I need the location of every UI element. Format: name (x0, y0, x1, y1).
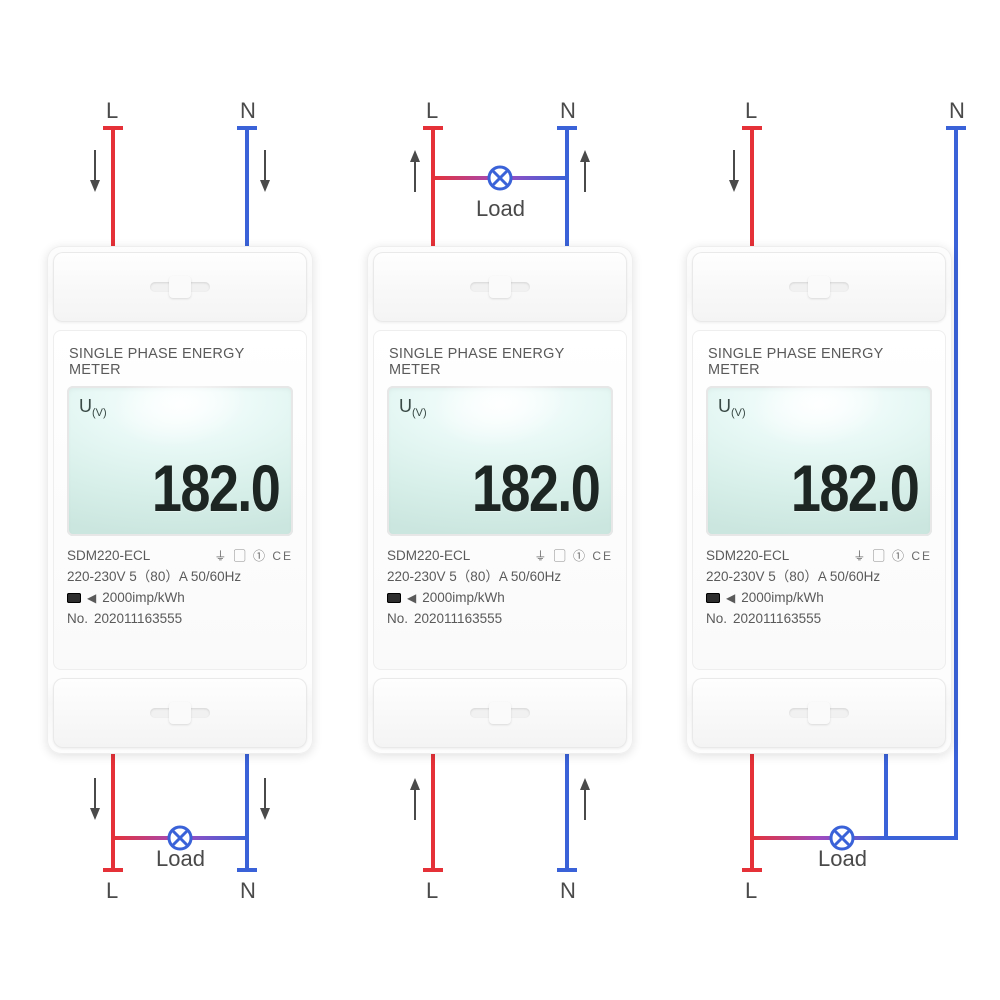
label-load: Load (476, 196, 525, 222)
meter-title: SINGLE PHASE ENERGY METER (389, 346, 613, 378)
meter-lcd: U(V) 182.0 (67, 386, 293, 536)
meter-bottom-cover (53, 678, 307, 748)
energy-meter: SINGLE PHASE ENERGY METER U(V) 182.0 SDM… (367, 246, 633, 754)
meter-serial: 202011163555 (94, 609, 182, 630)
meter-serial: 202011163555 (733, 609, 821, 630)
meter-lcd: U(V) 182.0 (387, 386, 613, 536)
energy-meter: SINGLE PHASE ENERGY METER U(V) 182.0 SDM… (686, 246, 952, 754)
lcd-reading: 182.0 (152, 450, 279, 526)
meter-model: SDM220-ECL (387, 546, 470, 567)
label-N: N (240, 98, 256, 124)
wiring-diagram-canvas: L N L N Load L N Load L N L N L Load SIN… (0, 0, 1000, 1000)
label-load: Load (818, 846, 867, 872)
lcd-reading: 182.0 (791, 450, 918, 526)
meter-face: SINGLE PHASE ENERGY METER U(V) 182.0 SDM… (692, 330, 946, 670)
lcd-reading: 182.0 (472, 450, 599, 526)
meter-symbols: ⏚ ▢ ① CE (853, 547, 932, 566)
label-N: N (949, 98, 965, 124)
meter-model: SDM220-ECL (706, 546, 789, 567)
pulse-led-icon (67, 593, 81, 603)
meter-symbols: ⏚ ▢ ① CE (534, 547, 613, 566)
meter-symbols: ⏚ ▢ ① CE (214, 547, 293, 566)
label-L: L (426, 98, 438, 124)
label-load: Load (156, 846, 205, 872)
meter-bottom-cover (373, 678, 627, 748)
lcd-unit: U(V) (79, 396, 107, 417)
meter-bottom-cover (692, 678, 946, 748)
energy-meter: SINGLE PHASE ENERGY METER U(V) 182.0 SDM… (47, 246, 313, 754)
meter-serial-prefix: No. (706, 609, 727, 630)
meter-rating: 220-230V 5（80）A 50/60Hz (67, 567, 241, 588)
meter-title: SINGLE PHASE ENERGY METER (708, 346, 932, 378)
meter-top-cover (692, 252, 946, 322)
lcd-unit: U(V) (718, 396, 746, 417)
meter-rating: 220-230V 5（80）A 50/60Hz (387, 567, 561, 588)
label-L: L (426, 878, 438, 904)
meter-imp: 2000imp/kWh (741, 588, 824, 609)
meter-serial-prefix: No. (387, 609, 408, 630)
label-N: N (560, 878, 576, 904)
meter-imp: 2000imp/kWh (422, 588, 505, 609)
meter-serial: 202011163555 (414, 609, 502, 630)
meter-model: SDM220-ECL (67, 546, 150, 567)
meter-face: SINGLE PHASE ENERGY METER U(V) 182.0 SDM… (373, 330, 627, 670)
meter-imp: 2000imp/kWh (102, 588, 185, 609)
label-L: L (106, 98, 118, 124)
meter-top-cover (373, 252, 627, 322)
meter-title: SINGLE PHASE ENERGY METER (69, 346, 293, 378)
meter-spec: SDM220-ECL ⏚ ▢ ① CE 220-230V 5（80）A 50/60… (387, 546, 613, 630)
meter-top-cover (53, 252, 307, 322)
meter-lcd: U(V) 182.0 (706, 386, 932, 536)
label-N: N (560, 98, 576, 124)
pulse-led-icon (387, 593, 401, 603)
label-L: L (745, 878, 757, 904)
meter-rating: 220-230V 5（80）A 50/60Hz (706, 567, 880, 588)
meter-spec: SDM220-ECL ⏚ ▢ ① CE 220-230V 5（80）A 50/60… (67, 546, 293, 630)
meter-serial-prefix: No. (67, 609, 88, 630)
label-N: N (240, 878, 256, 904)
meter-face: SINGLE PHASE ENERGY METER U(V) 182.0 SDM… (53, 330, 307, 670)
pulse-led-icon (706, 593, 720, 603)
lcd-unit: U(V) (399, 396, 427, 417)
label-L: L (106, 878, 118, 904)
meter-spec: SDM220-ECL ⏚ ▢ ① CE 220-230V 5（80）A 50/60… (706, 546, 932, 630)
label-L: L (745, 98, 757, 124)
